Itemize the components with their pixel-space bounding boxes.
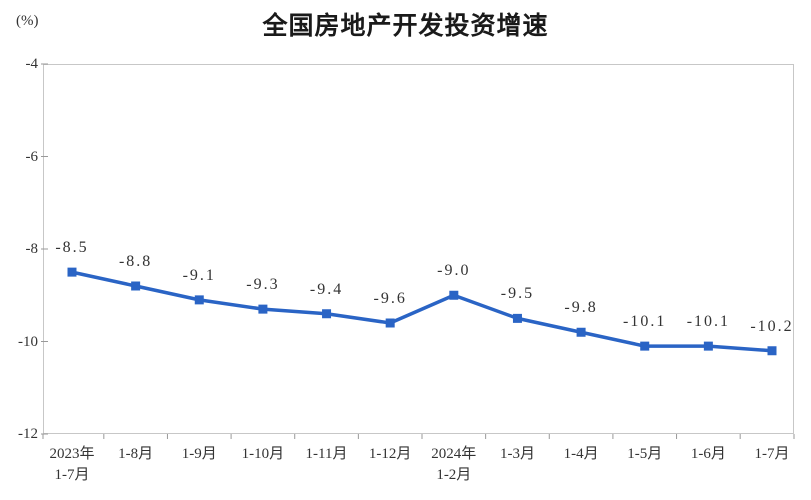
x-tick-label: 1-4月 [563,446,599,462]
data-point-label: -9.5 [500,285,535,303]
data-point-marker [258,304,268,314]
data-point-marker [67,267,77,277]
data-point-marker [194,295,204,305]
x-tick-label: 1-6月 [690,446,726,462]
data-point-label: -9.8 [564,299,598,317]
x-tick-label: 1-11月 [305,446,348,462]
x-tick-label: 1-12月 [368,446,412,462]
x-tick-label: 1-8月 [118,446,154,462]
x-tick-label: 1-10月 [241,446,285,462]
data-point-label: -9.1 [182,266,216,284]
data-point-marker [512,313,522,323]
data-point-marker [640,341,650,351]
data-point-marker [385,318,395,328]
line-series [70,270,774,353]
data-point-marker [322,309,332,319]
data-point-marker [449,290,459,300]
y-tick-label: -8 [25,241,39,257]
data-point-label: -10.1 [686,313,731,331]
y-axis-unit-label: (%) [16,13,39,29]
data-point-marker [703,341,713,351]
y-tick-label: -10 [18,333,38,350]
y-tick-label: -6 [25,148,39,165]
y-tick-label: -12 [18,426,38,442]
x-tick-label: 1-9月 [181,446,217,462]
data-point-marker [767,346,777,356]
data-point-label: -8.8 [118,253,153,270]
y-tick-label: -4 [25,56,39,72]
x-tick-label: 1-7月 [754,446,790,462]
data-point-label: -9.0 [437,262,471,280]
data-point-label: -8.5 [55,239,89,257]
data-point-label: -10.1 [623,313,667,331]
chart-title: 全国房地产开发投资增速 [262,11,549,40]
data-point-marker [131,281,141,291]
x-tick-label: 2024年 1-2月 [431,446,477,483]
x-tick-label: 1-3月 [499,446,535,462]
data-point-label: -10.2 [750,317,794,335]
plot-area [43,64,794,434]
data-point-label: -9.4 [309,280,344,298]
data-point-marker [576,327,586,337]
x-tick-label: 1-5月 [627,446,663,462]
x-tick-label: 2023年 1-7月 [49,446,95,483]
data-point-label: -9.3 [246,276,280,294]
data-point-label: -9.6 [373,290,407,307]
